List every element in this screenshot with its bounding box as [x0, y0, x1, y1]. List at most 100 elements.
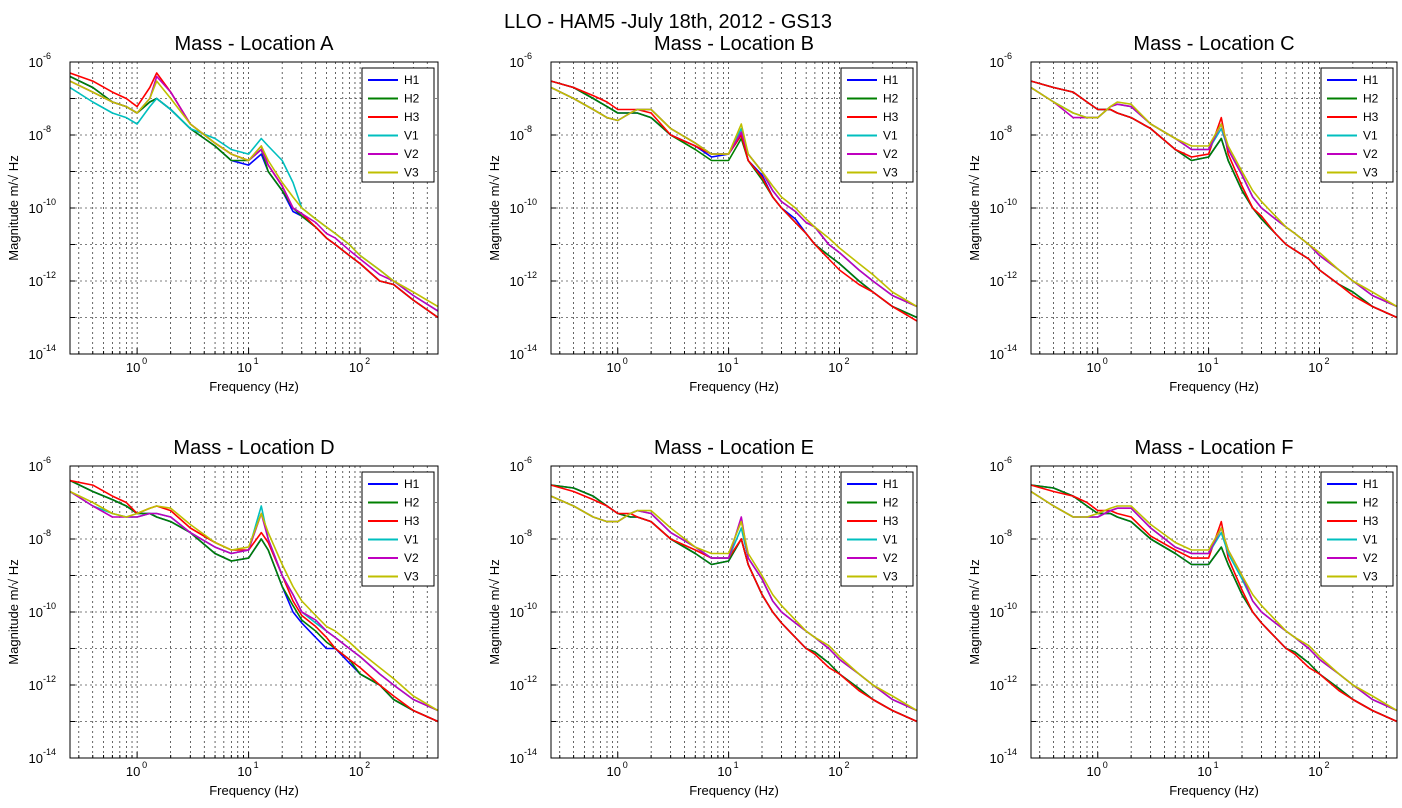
x-tick-label: 10	[237, 764, 251, 779]
y-tick-label: 10	[29, 678, 43, 693]
legend-label-h1: H1	[404, 477, 420, 491]
series-line-h2	[70, 479, 438, 723]
x-tick-label: 10	[717, 360, 731, 375]
y-tick-exponent: -10	[524, 601, 537, 611]
x-tick-exponent: 0	[1103, 760, 1108, 770]
x-tick-exponent: 0	[623, 356, 628, 366]
y-axis-label: Magnitude m/√ Hz	[487, 155, 502, 260]
y-tick-exponent: -14	[1004, 747, 1017, 757]
y-tick-exponent: -10	[524, 197, 537, 207]
series-group	[1031, 80, 1397, 319]
legend-label-v2: V2	[404, 147, 419, 161]
legend-label-h2: H2	[404, 92, 420, 106]
y-tick-exponent: -10	[1004, 601, 1017, 611]
legend-label-h3: H3	[404, 514, 420, 528]
y-tick-exponent: -8	[1004, 124, 1012, 134]
axes-box	[69, 465, 439, 759]
y-tick-exponent: -6	[43, 51, 51, 61]
y-tick-exponent: -6	[524, 51, 532, 61]
y-tick-exponent: -8	[43, 528, 51, 538]
legend-label-h3: H3	[1363, 110, 1379, 124]
legend-label-h2: H2	[404, 496, 420, 510]
x-tick-label: 10	[607, 764, 621, 779]
legend-label-v3: V3	[1363, 166, 1378, 180]
y-tick-exponent: -12	[43, 270, 56, 280]
x-tick-exponent: 0	[1103, 356, 1108, 366]
legend-label-h2: H2	[883, 496, 899, 510]
series-group	[1031, 484, 1397, 723]
y-tick-exponent: -6	[524, 455, 532, 465]
y-tick-label: 10	[29, 55, 43, 70]
axes-box	[1030, 61, 1398, 355]
y-tick-label: 10	[510, 751, 524, 766]
y-axis-label: Magnitude m/√ Hz	[6, 559, 21, 664]
x-tick-label: 10	[349, 764, 363, 779]
legend-label-v1: V1	[404, 129, 419, 143]
y-tick-label: 10	[29, 751, 43, 766]
x-tick-exponent: 1	[734, 760, 739, 770]
series-group	[70, 479, 438, 723]
y-tick-exponent: -12	[524, 674, 537, 684]
series-line-v2	[70, 490, 438, 712]
y-tick-exponent: -8	[1004, 528, 1012, 538]
legend-label-h1: H1	[404, 73, 420, 87]
x-tick-label: 10	[126, 360, 140, 375]
legend-label-v3: V3	[404, 570, 419, 584]
x-tick-exponent: 2	[1325, 356, 1330, 366]
y-tick-label: 10	[510, 128, 524, 143]
x-axis-label: Frequency (Hz)	[1169, 783, 1259, 798]
legend-box	[361, 67, 435, 183]
legend-label-h1: H1	[883, 477, 899, 491]
x-tick-exponent: 2	[365, 356, 370, 366]
y-tick-exponent: -14	[43, 343, 56, 353]
legend-label-v2: V2	[1363, 147, 1378, 161]
x-tick-label: 10	[1308, 764, 1322, 779]
figure-title: LLO - HAM5 -July 18th, 2012 - GS13	[504, 11, 832, 33]
series-group	[70, 72, 438, 319]
axes-box	[550, 61, 918, 355]
series-line-h3	[551, 484, 917, 723]
y-axis-label: Magnitude m/√ Hz	[967, 155, 982, 260]
y-tick-exponent: -10	[1004, 197, 1017, 207]
y-tick-label: 10	[990, 274, 1004, 289]
x-axis-label: Frequency (Hz)	[209, 379, 299, 394]
y-tick-label: 10	[990, 678, 1004, 693]
legend-label-v2: V2	[1363, 551, 1378, 565]
y-tick-label: 10	[990, 201, 1004, 216]
legend-label-v1: V1	[404, 533, 419, 547]
legend-label-v3: V3	[404, 166, 419, 180]
x-axis-label: Frequency (Hz)	[1169, 379, 1259, 394]
legend-label-h3: H3	[1363, 514, 1379, 528]
y-tick-label: 10	[510, 459, 524, 474]
legend-box	[1320, 67, 1394, 183]
x-tick-label: 10	[1197, 360, 1211, 375]
x-tick-label: 10	[1197, 764, 1211, 779]
y-tick-label: 10	[990, 605, 1004, 620]
legend-label-h2: H2	[1363, 92, 1379, 106]
x-tick-exponent: 2	[1325, 760, 1330, 770]
y-tick-exponent: -8	[524, 528, 532, 538]
y-tick-exponent: -14	[43, 747, 56, 757]
x-tick-label: 10	[717, 764, 731, 779]
legend-label-v1: V1	[1363, 129, 1378, 143]
y-tick-exponent: -12	[1004, 674, 1017, 684]
y-tick-label: 10	[29, 128, 43, 143]
panel-title: Mass - Location A	[175, 33, 335, 55]
legend-label-v2: V2	[404, 551, 419, 565]
legend-label-h1: H1	[1363, 477, 1379, 491]
series-line-h3	[551, 80, 917, 322]
y-tick-label: 10	[29, 532, 43, 547]
legend-label-v1: V1	[883, 533, 898, 547]
legend-label-v2: V2	[883, 147, 898, 161]
legend-label-h1: H1	[883, 73, 899, 87]
x-tick-exponent: 0	[142, 760, 147, 770]
series-line-v3	[551, 495, 917, 712]
series-line-v3	[70, 490, 438, 712]
x-tick-exponent: 0	[142, 356, 147, 366]
x-tick-exponent: 1	[734, 356, 739, 366]
